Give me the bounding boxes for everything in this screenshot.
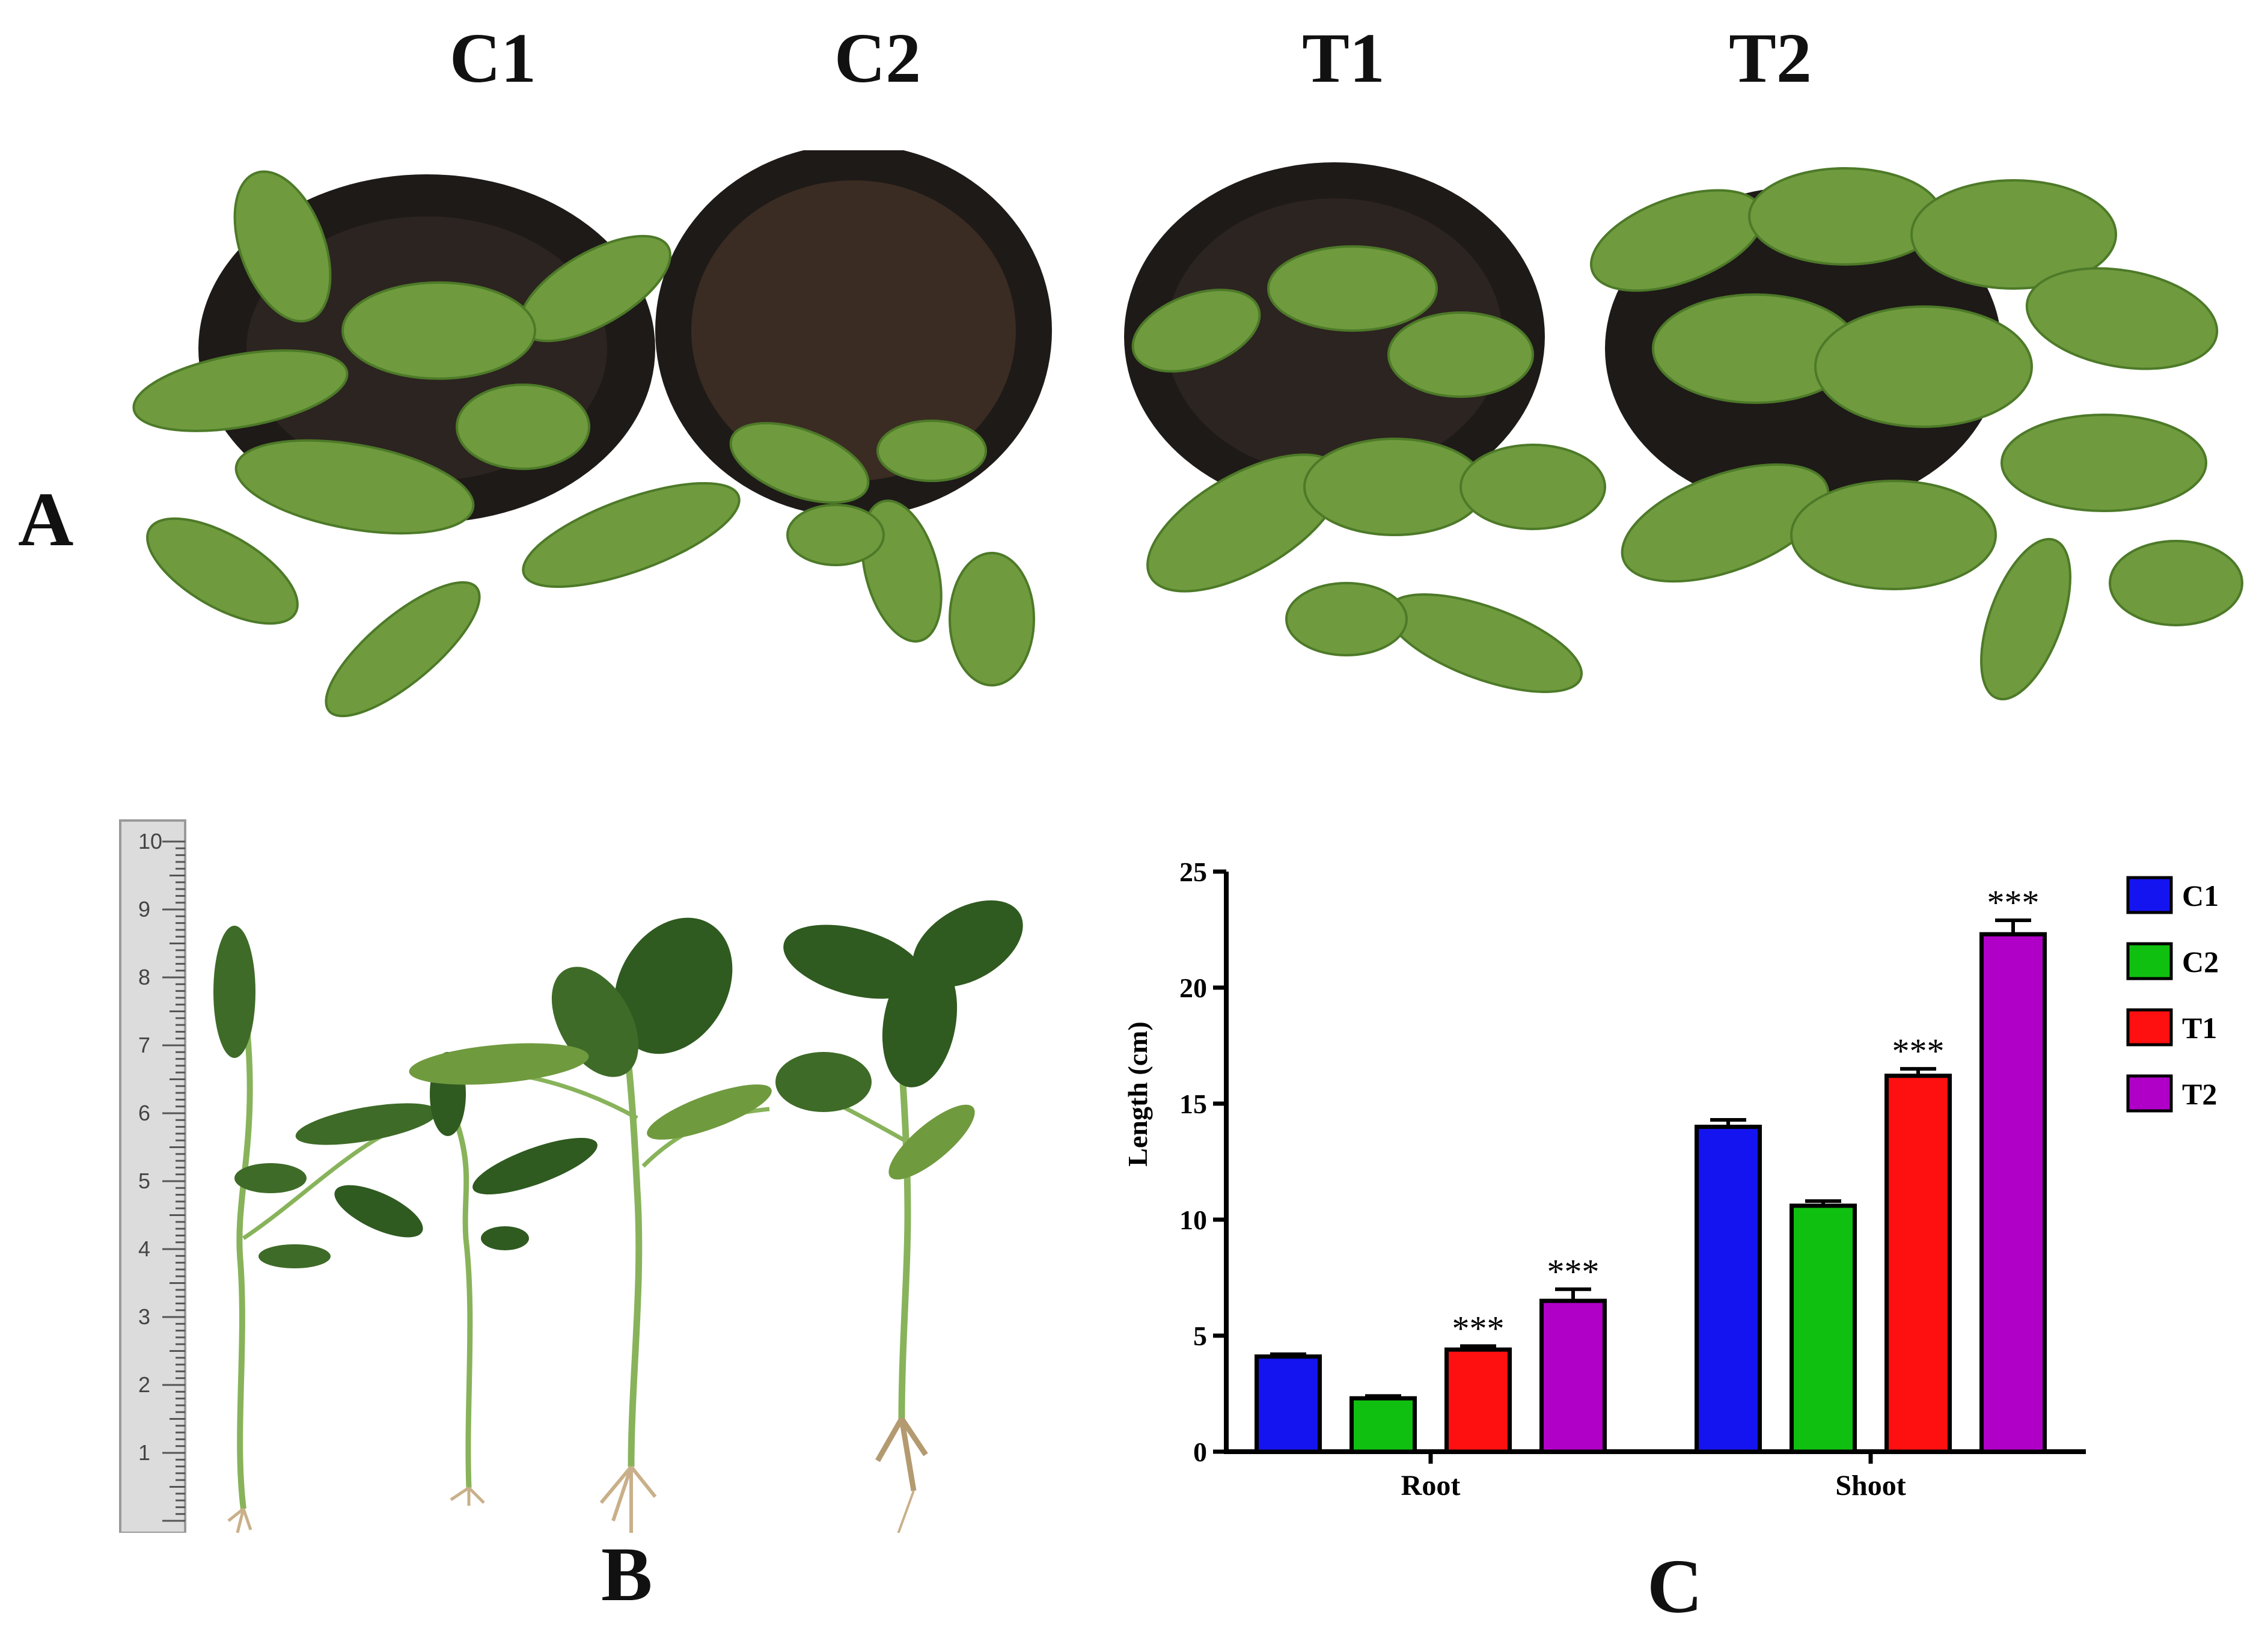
foliage-t1 <box>1131 245 1606 693</box>
x-axis: Root Shoot <box>1224 1449 2086 1502</box>
y-tick-label: 5 <box>1193 1321 1207 1351</box>
bar-t1-root <box>1444 1347 1512 1454</box>
y-tick-label: 15 <box>1179 1089 1207 1119</box>
bar-c1-root <box>1255 1354 1322 1454</box>
bar-c2-shoot <box>1790 1203 1857 1454</box>
y-axis: 0 5 10 15 20 25 <box>1179 857 1229 1467</box>
column-label-t2: T2 <box>1729 19 1812 97</box>
legend-label-t1: T1 <box>2182 1011 2217 1045</box>
ruler-number: 4 <box>138 1236 150 1261</box>
length-bar-chart: 0 5 10 15 20 25 Root Shoot *** *** *** *** C1 C2 T1… <box>1122 857 2219 1502</box>
panel-letter-c: C <box>1647 1544 1703 1629</box>
panel-letter-a: A <box>18 477 74 562</box>
bar-t2-root <box>1539 1298 1607 1454</box>
ruler-number: 5 <box>138 1169 150 1193</box>
ruler-number: 10 <box>138 829 162 854</box>
ruler-number: 1 <box>138 1440 150 1465</box>
column-label-c2: C2 <box>834 19 922 97</box>
y-tick-label: 20 <box>1179 973 1207 1003</box>
ruler-number: 7 <box>138 1033 150 1057</box>
bar-c1-shoot <box>1695 1125 1762 1454</box>
potted-plants-photo <box>132 150 2243 718</box>
legend: C1 C2 T1 T2 <box>2126 876 2219 1113</box>
legend-label-t2: T2 <box>2182 1077 2217 1111</box>
column-label-c1: C1 <box>449 19 537 97</box>
significance-marker: *** <box>1547 1252 1600 1291</box>
y-axis-label: Length (cm) <box>1122 1021 1153 1166</box>
column-label-t1: T1 <box>1302 19 1385 97</box>
legend-swatch-t2 <box>2126 1074 2173 1113</box>
ruler-number: 2 <box>138 1372 150 1397</box>
seedling-t2 <box>775 900 1023 1533</box>
legend-label-c2: C2 <box>2182 945 2219 979</box>
foliage-c2 <box>729 420 1035 686</box>
legend-swatch-t1 <box>2126 1008 2173 1047</box>
ruler-number: 3 <box>138 1304 150 1329</box>
x-tick-label: Shoot <box>1835 1470 1906 1502</box>
y-tick-label: 10 <box>1179 1205 1207 1235</box>
legend-swatch-c1 <box>2126 876 2173 914</box>
foliage-t2 <box>1590 167 2243 701</box>
panel-letter-b: B <box>601 1532 653 1617</box>
bar-c2-root <box>1349 1396 1417 1454</box>
significance-marker: *** <box>1452 1309 1505 1348</box>
seedlings-photo: 1 2 3 4 5 6 7 8 9 10 <box>119 819 1023 1533</box>
legend-swatch-c2 <box>2126 942 2173 980</box>
y-tick-label: 0 <box>1193 1437 1207 1467</box>
foliage-c1 <box>132 170 741 718</box>
bar-t1-shoot <box>1884 1074 1952 1454</box>
bars: *** *** *** *** <box>1255 883 2047 1454</box>
ruler: 1 2 3 4 5 6 7 8 9 10 <box>119 819 186 1533</box>
legend-label-c1: C1 <box>2182 879 2219 912</box>
bar-t2-shoot <box>1979 932 2047 1454</box>
seedling-c1 <box>213 926 438 1533</box>
significance-marker: *** <box>1987 883 2040 922</box>
ruler-number: 9 <box>138 897 150 921</box>
significance-marker: *** <box>1892 1031 1945 1071</box>
y-tick-label: 25 <box>1179 857 1207 887</box>
ruler-number: 8 <box>138 965 150 989</box>
ruler-number: 6 <box>138 1101 150 1125</box>
seedling-t1 <box>409 917 772 1533</box>
x-tick-label: Root <box>1401 1470 1461 1502</box>
